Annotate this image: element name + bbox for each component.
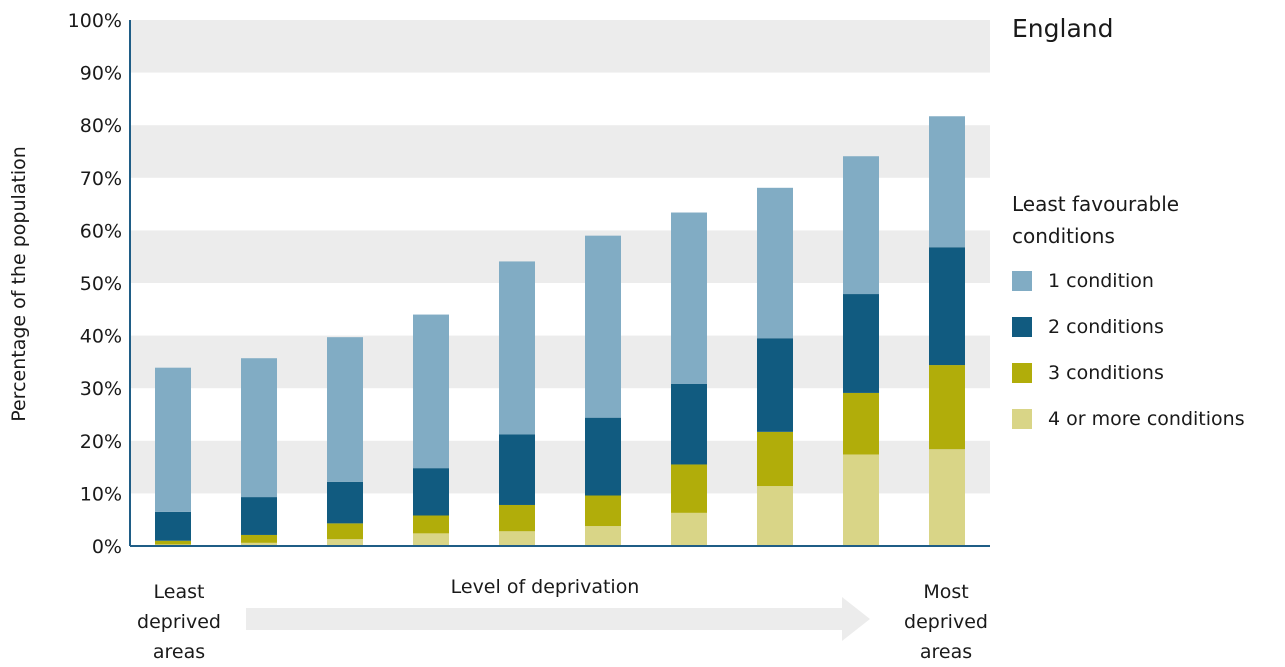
bar-segment bbox=[413, 515, 449, 534]
bar-segment bbox=[155, 511, 191, 541]
bar-segment bbox=[241, 534, 277, 543]
least-line-1: Least bbox=[153, 581, 205, 603]
y-tick-label: 100% bbox=[68, 10, 122, 32]
legend-item: 4 or more conditions bbox=[1012, 396, 1245, 442]
bar-segment bbox=[929, 365, 965, 450]
y-tick-labels: 0% 10% 20% 30% 40% 50% 60% 70% 80% 90% 100% bbox=[68, 10, 122, 558]
bar-segment bbox=[499, 504, 535, 532]
bar-segment bbox=[327, 337, 363, 482]
bar-segment bbox=[585, 235, 621, 418]
most-line-1: Most bbox=[923, 581, 969, 603]
y-tick-label: 90% bbox=[80, 63, 122, 85]
y-tick-label: 50% bbox=[80, 273, 122, 295]
most-line-3: areas bbox=[919, 641, 973, 663]
bar-segment bbox=[757, 187, 793, 339]
most-line-2: deprived bbox=[904, 611, 988, 633]
bar-segment bbox=[843, 156, 879, 295]
least-line-3: areas bbox=[152, 641, 206, 663]
y-tick-label: 40% bbox=[80, 326, 122, 348]
bar-segment bbox=[155, 540, 191, 545]
bar-segment bbox=[843, 454, 879, 546]
deprivation-arrow bbox=[246, 597, 870, 641]
bar-segment bbox=[671, 464, 707, 513]
bar-segment bbox=[499, 434, 535, 505]
bar-segment bbox=[843, 392, 879, 455]
legend-item: 1 condition bbox=[1012, 258, 1245, 304]
bar-segment bbox=[155, 367, 191, 512]
y-axis-title: Percentage of the population bbox=[8, 146, 30, 422]
least-deprived-label: Least deprived areas bbox=[124, 577, 234, 667]
legend-title: Least favourable conditions bbox=[1012, 192, 1180, 248]
y-tick-label: 60% bbox=[80, 220, 122, 242]
legend-swatch bbox=[1012, 409, 1032, 429]
bar-segment bbox=[241, 542, 277, 546]
bar-segment bbox=[929, 247, 965, 366]
bar-segment bbox=[413, 314, 449, 469]
bar-segment bbox=[241, 497, 277, 535]
bar-segment bbox=[757, 431, 793, 487]
y-tick-label: 70% bbox=[80, 168, 122, 190]
legend-item: 3 conditions bbox=[1012, 350, 1245, 396]
legend-label: 3 conditions bbox=[1048, 362, 1164, 384]
bar-segment bbox=[413, 468, 449, 516]
bar-segment bbox=[757, 486, 793, 546]
y-tick-label: 20% bbox=[80, 431, 122, 453]
bar-segment bbox=[327, 523, 363, 540]
bar-segment bbox=[671, 512, 707, 546]
legend-swatch bbox=[1012, 363, 1032, 383]
bar-segment bbox=[499, 531, 535, 546]
legend-item: 2 conditions bbox=[1012, 304, 1245, 350]
y-tick-label: 30% bbox=[80, 378, 122, 400]
bar-segment bbox=[327, 481, 363, 524]
bar-segment bbox=[671, 212, 707, 384]
bar-segment bbox=[585, 495, 621, 527]
bar-segment bbox=[241, 358, 277, 498]
region-title: England bbox=[1012, 14, 1114, 43]
y-tick-label: 80% bbox=[80, 115, 122, 137]
x-axis-title: Level of deprivation bbox=[450, 576, 640, 598]
grid-band bbox=[130, 20, 990, 73]
bar-segment bbox=[843, 294, 879, 393]
legend-swatch bbox=[1012, 317, 1032, 337]
legend-label: 4 or more conditions bbox=[1048, 408, 1245, 430]
legend: 1 condition 2 conditions 3 conditions 4 or … bbox=[1012, 258, 1245, 442]
y-tick-label: 0% bbox=[92, 536, 122, 558]
bar-segment bbox=[585, 417, 621, 496]
bar-segment bbox=[929, 116, 965, 248]
bar-segment bbox=[757, 338, 793, 432]
bar-segment bbox=[585, 526, 621, 546]
legend-swatch bbox=[1012, 271, 1032, 291]
bar-segment bbox=[413, 533, 449, 546]
bars bbox=[155, 116, 965, 546]
bar-segment bbox=[327, 539, 363, 546]
legend-label: 2 conditions bbox=[1048, 316, 1164, 338]
legend-label: 1 condition bbox=[1048, 270, 1154, 292]
most-deprived-label: Most deprived areas bbox=[891, 577, 1001, 667]
least-line-2: deprived bbox=[137, 611, 221, 633]
bar-segment bbox=[499, 261, 535, 435]
y-tick-label: 10% bbox=[80, 483, 122, 505]
bar-segment bbox=[929, 449, 965, 546]
bar-segment bbox=[671, 383, 707, 465]
